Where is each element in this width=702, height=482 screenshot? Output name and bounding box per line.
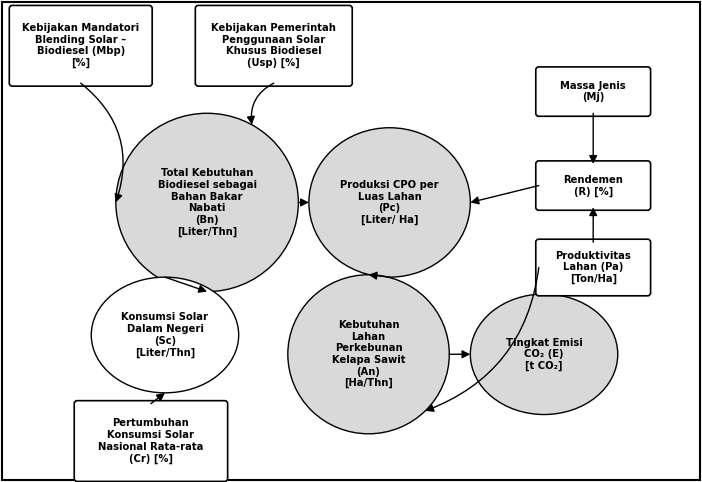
- Text: Rendemen
(R) [%]: Rendemen (R) [%]: [563, 174, 623, 197]
- Text: Total Kebutuhan
Biodiesel sebagai
Bahan Bakar
Nabati
(Bn)
[Liter/Thn]: Total Kebutuhan Biodiesel sebagai Bahan …: [157, 168, 257, 237]
- Text: Pertumbuhan
Konsumsi Solar
Nasional Rata-rata
(Cr) [%]: Pertumbuhan Konsumsi Solar Nasional Rata…: [98, 418, 204, 464]
- FancyArrowPatch shape: [298, 199, 307, 206]
- FancyArrowPatch shape: [151, 394, 164, 404]
- FancyArrowPatch shape: [449, 351, 469, 358]
- FancyBboxPatch shape: [536, 67, 651, 116]
- FancyArrowPatch shape: [472, 186, 539, 204]
- FancyBboxPatch shape: [536, 161, 651, 210]
- Text: Konsumsi Solar
Dalam Negeri
(Sc)
[Liter/Thn]: Konsumsi Solar Dalam Negeri (Sc) [Liter/…: [121, 312, 208, 358]
- Text: Kebutuhan
Lahan
Perkebunan
Kelapa Sawit
(An)
[Ha/Thn]: Kebutuhan Lahan Perkebunan Kelapa Sawit …: [332, 320, 405, 388]
- Text: Produktivitas
Lahan (Pa)
[Ton/Ha]: Produktivitas Lahan (Pa) [Ton/Ha]: [555, 251, 631, 284]
- FancyBboxPatch shape: [536, 239, 651, 296]
- Text: Produksi CPO per
Luas Lahan
(Pc)
[Liter/ Ha]: Produksi CPO per Luas Lahan (Pc) [Liter/…: [340, 180, 439, 225]
- FancyArrowPatch shape: [590, 209, 597, 242]
- FancyArrowPatch shape: [427, 268, 539, 411]
- Text: Kebijakan Pemerintah
Penggunaan Solar
Khusus Biodiesel
(Usp) [%]: Kebijakan Pemerintah Penggunaan Solar Kh…: [211, 23, 336, 68]
- FancyArrowPatch shape: [248, 83, 274, 123]
- FancyBboxPatch shape: [195, 5, 352, 86]
- Text: Kebijakan Mandatori
Blending Solar –
Biodiesel (Mbp)
[%]: Kebijakan Mandatori Blending Solar – Bio…: [22, 23, 139, 68]
- FancyArrowPatch shape: [165, 277, 206, 292]
- FancyBboxPatch shape: [9, 5, 152, 86]
- FancyArrowPatch shape: [370, 272, 390, 279]
- Text: Massa Jenis
(Mj): Massa Jenis (Mj): [560, 81, 626, 102]
- Ellipse shape: [470, 294, 618, 415]
- Ellipse shape: [309, 128, 470, 277]
- FancyArrowPatch shape: [590, 113, 597, 162]
- FancyBboxPatch shape: [74, 401, 227, 482]
- FancyArrowPatch shape: [81, 83, 123, 201]
- Ellipse shape: [116, 113, 298, 292]
- Text: Tingkat Emisi
CO₂ (E)
[t CO₂]: Tingkat Emisi CO₂ (E) [t CO₂]: [505, 337, 583, 371]
- Ellipse shape: [288, 275, 449, 434]
- Ellipse shape: [91, 277, 239, 393]
